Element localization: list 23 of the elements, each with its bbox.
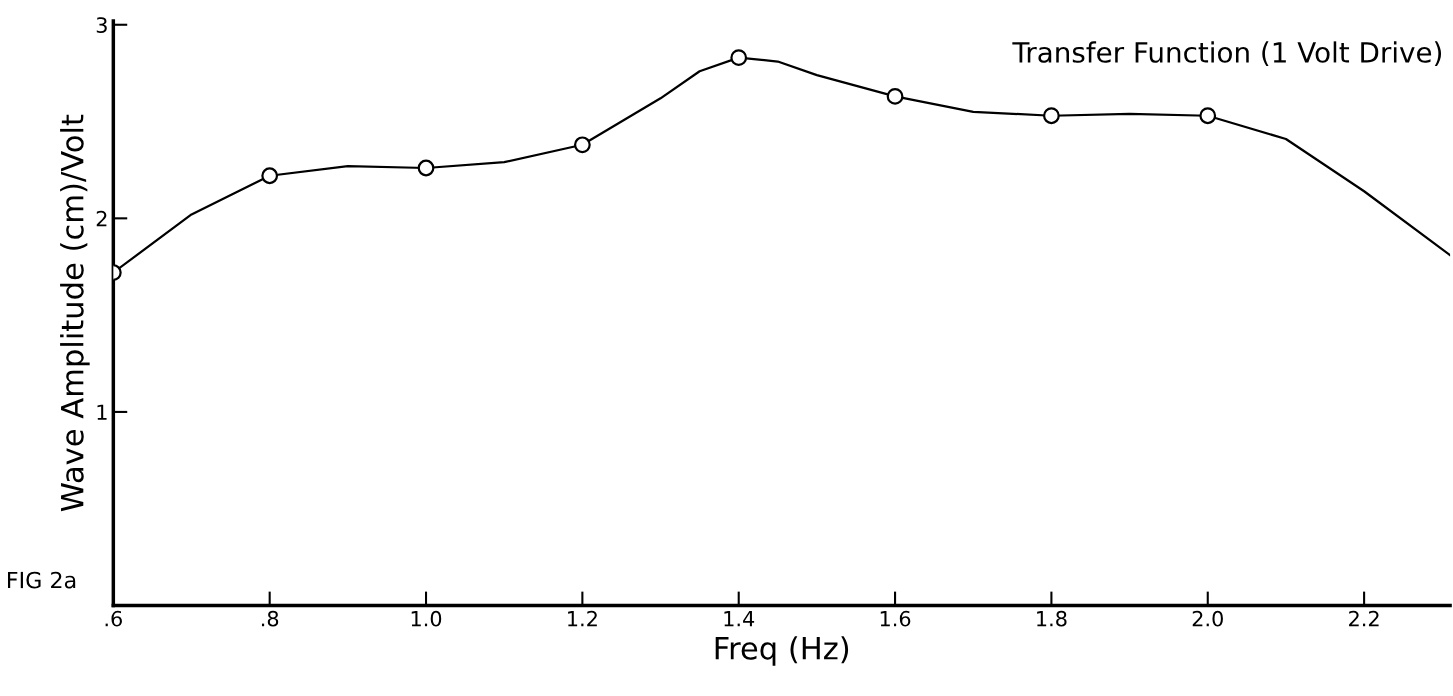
point [261, 167, 279, 185]
x-tick-label: 2.0 [1192, 610, 1223, 627]
point [417, 159, 435, 177]
x-tick-label: 1.8 [1037, 610, 1067, 627]
text: Transfer Function (1 Volt Drive) [1012, 41, 1442, 67]
x-tick-label: .8 [261, 610, 279, 627]
x-axis-title: Freq (Hz) [715, 636, 849, 666]
y-tick-label: 2 [96, 210, 107, 227]
point [573, 136, 591, 154]
x-tick-label: 2.2 [1349, 610, 1379, 627]
y-axis-title: Wave Amplitude (cm)/Volt [60, 114, 90, 512]
x-tick-label: 1.4 [724, 611, 755, 627]
point [1043, 107, 1060, 125]
x-tick-label: 1.2 [568, 610, 597, 627]
y-tick-label: 1 [97, 404, 107, 420]
x-tick-label: .6 [105, 610, 122, 627]
x-tick-label: 1.0 [411, 610, 442, 627]
x-tick-label: 1.6 [880, 610, 911, 627]
y-tick-label: 3 [96, 17, 107, 33]
point [886, 87, 904, 105]
point [1199, 107, 1217, 125]
point [730, 49, 748, 67]
caption: FIG 2a [7, 571, 76, 589]
